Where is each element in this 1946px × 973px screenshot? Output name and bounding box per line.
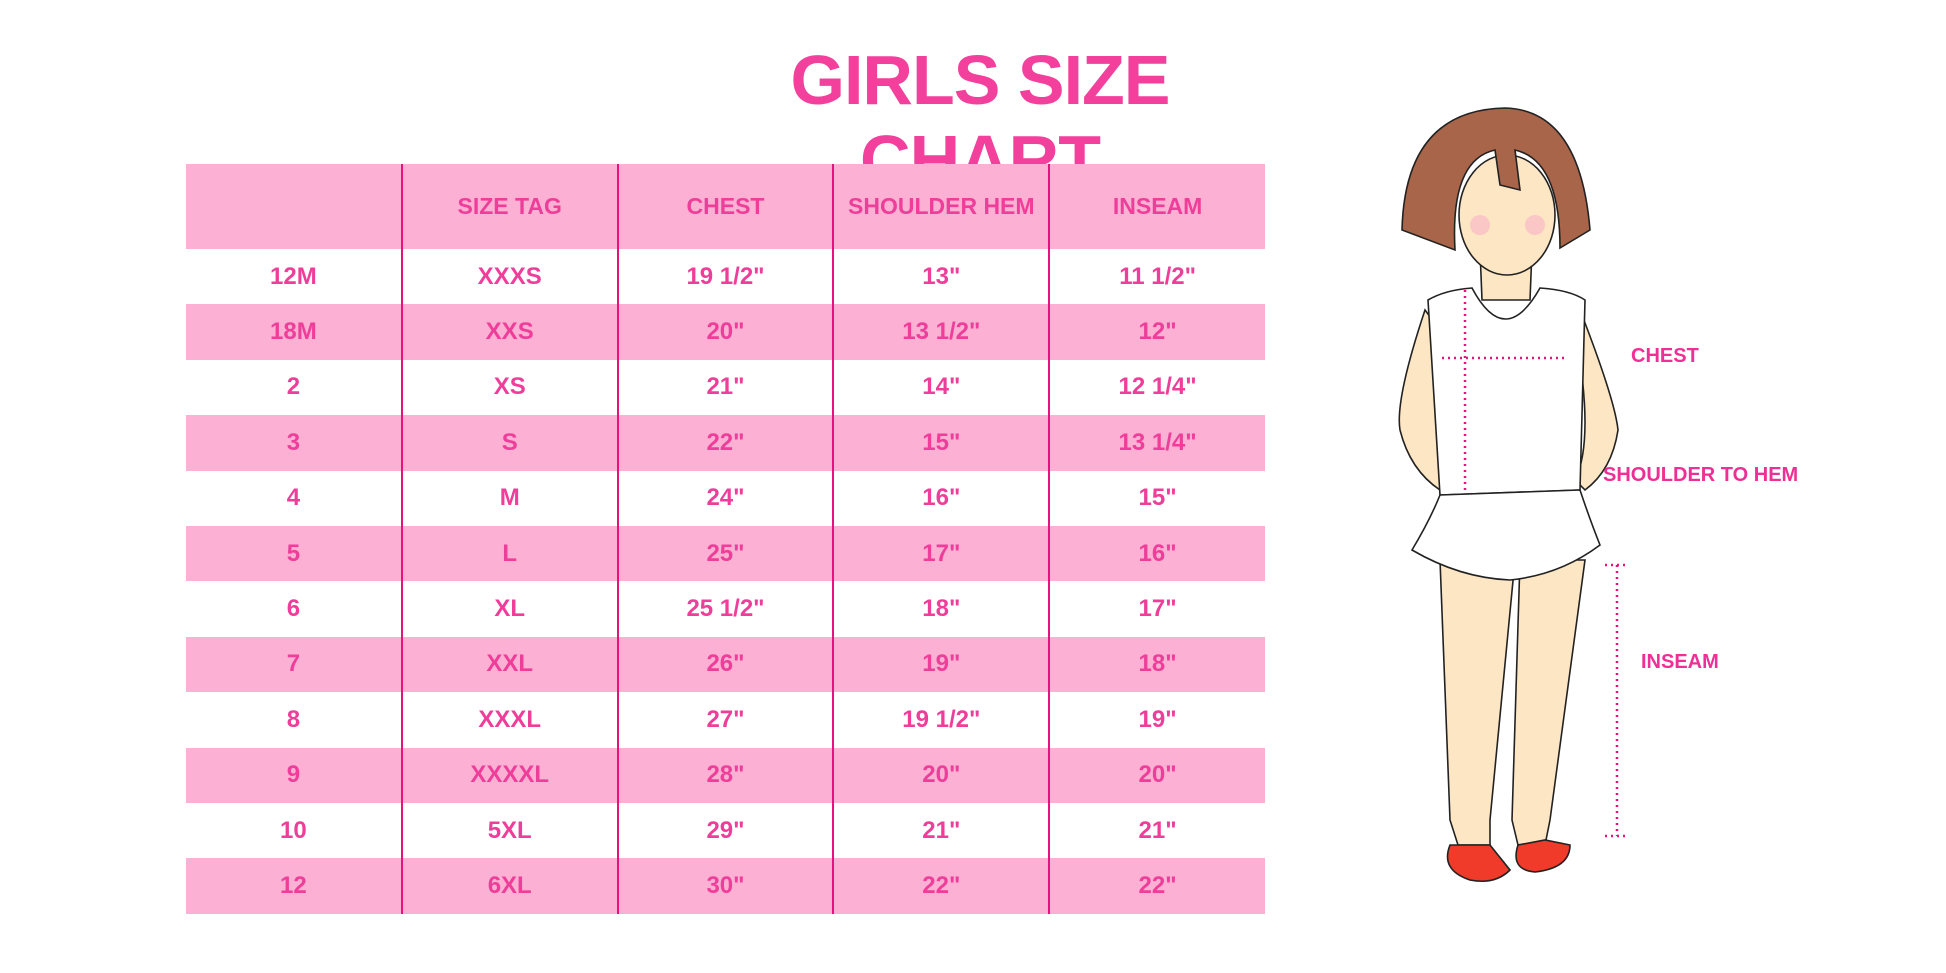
table-cell: 7 <box>186 636 402 693</box>
table-cell: XXXXL <box>400 747 618 803</box>
column-header: SIZE TAG <box>400 164 618 249</box>
table-cell: 18M <box>186 304 402 360</box>
table-cell: 11 1/2" <box>1048 249 1265 305</box>
table-cell: 30" <box>616 858 834 914</box>
table-row: 2 XS 21" 14" 12 1/4" <box>186 359 1265 416</box>
table-cell: 6 <box>286 595 301 623</box>
table-cell: 21" <box>832 802 1050 859</box>
table-row: 5 L 25" 17" 16" <box>186 525 1265 582</box>
table-cell: 18" <box>832 581 1050 637</box>
table-cell: 28" <box>616 747 834 803</box>
table-cell: 5XL <box>400 802 618 859</box>
page-title: GIRLS SIZE CHART <box>790 41 1171 199</box>
table-row: 7 XXL 26" 19" 18" <box>186 636 1265 693</box>
table-cell: 21" <box>616 359 834 416</box>
column-header <box>186 164 402 249</box>
table-cell: 14" <box>832 359 1050 416</box>
table-row: 12M XXXS 19 1/2" 13" 11 1/2" <box>186 249 1265 305</box>
table-cell: 27" <box>616 692 834 748</box>
table-cell: 17" <box>832 525 1050 582</box>
table-cell: 13 1/4" <box>1048 415 1265 471</box>
table-cell: 9 <box>186 747 402 803</box>
table-row: 3 S 22" 15" 13 1/4" <box>186 415 1265 471</box>
table-cell: 20" <box>1048 747 1265 803</box>
table-cell: XXXS <box>400 249 618 305</box>
table-cell: 26" <box>616 636 834 693</box>
column-header: SHOULDER HEM <box>832 164 1050 249</box>
table-row: 9 XXXXL 28" 20" 20" <box>186 747 1265 803</box>
table-cell: 18" <box>1048 636 1265 693</box>
table-cell: 12 1/4" <box>1048 359 1265 416</box>
table-cell: 13" <box>832 249 1050 305</box>
table-cell: 13 1/2" <box>832 304 1050 360</box>
size-chart-table: SIZE TAG CHEST SHOULDER HEM INSEAM 12M XXXS 1… <box>186 164 1265 914</box>
table-cell: 16" <box>832 470 1050 526</box>
table-header: SIZE TAG CHEST SHOULDER HEM INSEAM <box>186 164 1265 249</box>
table-row: 12 6XL 30" 22" 22" <box>186 858 1265 914</box>
table-cell: 25 1/2" <box>616 581 834 637</box>
table-cell: 21" <box>1048 802 1265 859</box>
table-cell: 5 <box>186 525 402 582</box>
table-cell: XXL <box>400 636 618 693</box>
table-cell: L <box>400 525 618 582</box>
table-cell: 2 <box>286 373 301 401</box>
table-cell: 6XL <box>400 858 618 914</box>
table-cell: 29" <box>616 802 834 859</box>
table-cell: 15" <box>832 415 1050 471</box>
table-cell: 24" <box>616 470 834 526</box>
table-cell: 8 <box>286 705 301 733</box>
chest-label: CHEST <box>1631 345 1699 367</box>
table-cell: 22" <box>832 858 1050 914</box>
table-cell: XXXL <box>400 692 618 748</box>
measure-guides <box>1442 290 1625 838</box>
table-row: 10 5XL 29" 21" 21" <box>186 802 1265 859</box>
table-cell: 20" <box>616 304 834 360</box>
table-row: 8 XXXL 27" 19 1/2" 19" <box>186 692 1265 748</box>
table-cell: 19" <box>1048 692 1265 748</box>
table-cell: XL <box>400 581 618 637</box>
table-cell: 22" <box>616 415 834 471</box>
table-cell: S <box>400 415 618 471</box>
table-row: 4 M 24" 16" 15" <box>186 470 1265 526</box>
table-cell: M <box>400 470 618 526</box>
table-cell: 16" <box>1048 525 1265 582</box>
table-cell: 22" <box>1048 858 1265 914</box>
table-cell: 15" <box>1048 470 1265 526</box>
table-cell: 12 <box>186 858 402 914</box>
table-cell: 19 1/2" <box>832 692 1050 748</box>
column-header: CHEST <box>616 164 834 249</box>
table-cell: XXS <box>400 304 618 360</box>
table-cell: XS <box>400 359 618 416</box>
table-cell: 10 <box>280 816 307 844</box>
table-cell: 17" <box>1048 581 1265 637</box>
table-cell: 12" <box>1048 304 1265 360</box>
column-header: INSEAM <box>1048 164 1265 249</box>
shoulder-to-hem-label: SHOULDER TO HEM <box>1603 464 1799 486</box>
table-cell: 3 <box>186 415 402 471</box>
table-cell: 4 <box>286 484 301 512</box>
table-cell: 19 1/2" <box>616 249 834 305</box>
table-row: 6 XL 25 1/2" 18" 17" <box>186 581 1265 637</box>
table-cell: 12M <box>270 262 317 290</box>
table-row: 18M XXS 20" 13 1/2" 12" <box>186 304 1265 360</box>
table-cell: 20" <box>832 747 1050 803</box>
table-cell: 25" <box>616 525 834 582</box>
table-cell: 19" <box>832 636 1050 693</box>
inseam-label: INSEAM <box>1641 651 1719 673</box>
